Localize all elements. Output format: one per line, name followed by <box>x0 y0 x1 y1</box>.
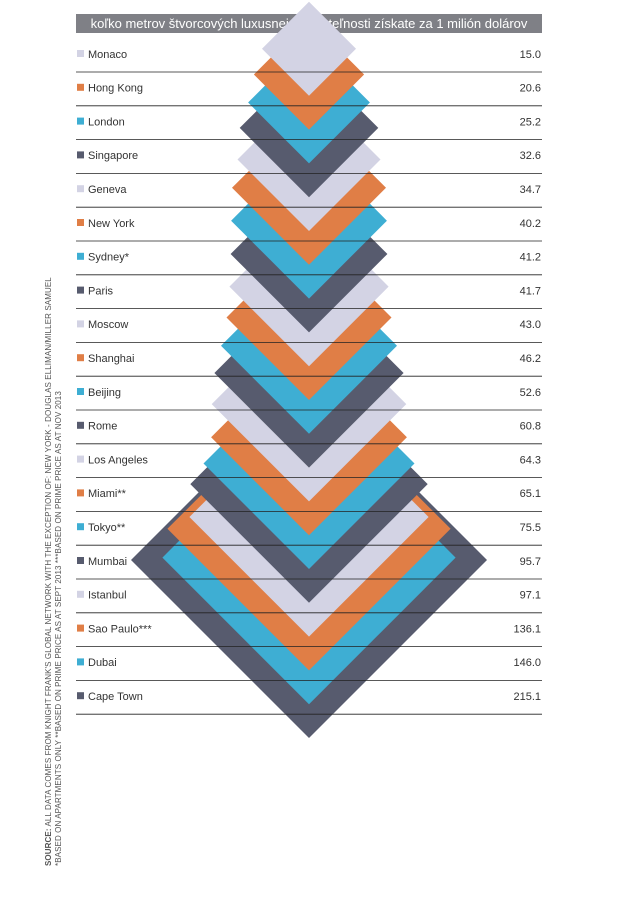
value-label: 97.1 <box>520 590 541 602</box>
table-row: London 25.2 <box>76 116 542 141</box>
value-label: 46.2 <box>520 353 541 365</box>
table-row: Shanghai 46.2 <box>76 353 542 377</box>
city-label: Miami** <box>88 488 127 500</box>
value-label: 95.7 <box>520 556 541 568</box>
city-label: Paris <box>88 285 114 297</box>
table-row: Singapore 32.6 <box>76 150 542 174</box>
table-row: Dubai 146.0 <box>76 657 542 681</box>
legend-swatch <box>77 185 84 193</box>
diamond-layer <box>131 1 487 738</box>
table-row: Miami** 65.1 <box>76 488 542 512</box>
value-label: 60.8 <box>520 421 541 433</box>
city-label: Tokyo** <box>88 522 126 534</box>
value-label: 43.0 <box>520 319 541 331</box>
city-label: Geneva <box>88 184 127 196</box>
city-label: Monaco <box>88 49 127 61</box>
value-label: 41.7 <box>520 285 541 297</box>
value-label: 52.6 <box>520 387 541 399</box>
city-label: Beijing <box>88 387 121 399</box>
table-row: Monaco 15.0 <box>76 49 542 73</box>
value-label: 40.2 <box>520 218 541 230</box>
city-label: Cape Town <box>88 691 143 703</box>
table-row: Sao Paulo*** 136.1 <box>76 623 542 647</box>
value-label: 41.2 <box>520 252 541 264</box>
table-row: New York 40.2 <box>76 218 542 242</box>
value-label: 34.7 <box>520 184 541 196</box>
value-label: 32.6 <box>520 150 541 162</box>
city-label: Moscow <box>88 319 128 331</box>
table-row: Los Angeles 64.3 <box>76 454 542 479</box>
city-label: Shanghai <box>88 353 135 365</box>
legend-swatch <box>77 151 84 159</box>
table-row: Moscow 43.0 <box>76 319 542 343</box>
legend-swatch <box>77 421 84 429</box>
value-label: 20.6 <box>520 83 541 95</box>
city-label: Dubai <box>88 657 117 669</box>
city-label: Hong Kong <box>88 83 143 95</box>
source-label: SOURCE: <box>44 828 53 866</box>
source-line-1: ALL DATA COMES FROM KNIGHT FRANK'S GLOBA… <box>44 277 53 829</box>
city-label: Mumbai <box>88 556 127 568</box>
legend-swatch <box>77 83 84 91</box>
legend-swatch <box>77 624 84 632</box>
legend-swatch <box>77 557 84 564</box>
row-layer: Monaco 15.0 Hong Kong 20.6 London 25.2 Singapo… <box>76 49 542 715</box>
table-row: Paris 41.7 <box>76 285 542 310</box>
city-label: London <box>88 116 125 128</box>
city-label: Rome <box>88 421 117 433</box>
source-note: SOURCE: ALL DATA COMES FROM KNIGHT FRANK… <box>44 277 64 866</box>
legend-swatch <box>77 117 84 125</box>
table-row: Geneva 34.7 <box>76 184 542 208</box>
source-line-2: *BASED ON APARTMENTS ONLY **BASED ON PRI… <box>54 391 63 866</box>
city-label: New York <box>88 218 135 230</box>
legend-swatch <box>77 489 84 497</box>
table-row: Hong Kong 20.6 <box>76 83 542 107</box>
legend-swatch <box>77 455 84 463</box>
table-row: Sydney* 41.2 <box>76 252 542 276</box>
legend-swatch <box>77 658 84 666</box>
value-label: 64.3 <box>520 454 541 466</box>
table-row: Rome 60.8 <box>76 421 542 445</box>
legend-swatch <box>77 286 84 294</box>
legend-swatch <box>77 320 84 328</box>
legend-swatch <box>77 692 84 700</box>
value-label: 136.1 <box>513 623 541 635</box>
value-label: 75.5 <box>520 522 541 534</box>
value-label: 215.1 <box>513 691 541 703</box>
legend-swatch <box>77 590 84 598</box>
value-label: 65.1 <box>520 488 541 500</box>
table-row: Mumbai 95.7 <box>76 556 542 580</box>
table-row: Beijing 52.6 <box>76 387 542 411</box>
legend-swatch <box>77 252 84 260</box>
value-label: 15.0 <box>520 49 541 61</box>
value-label: 25.2 <box>520 116 541 128</box>
legend-swatch <box>77 523 84 531</box>
table-row: Tokyo** 75.5 <box>76 522 542 546</box>
legend-swatch <box>77 354 84 362</box>
value-label: 146.0 <box>513 657 541 669</box>
legend-swatch <box>77 388 84 395</box>
table-row: Cape Town 215.1 <box>76 691 542 715</box>
city-label: Istanbul <box>88 590 127 602</box>
city-label: Los Angeles <box>88 454 148 466</box>
city-label: Singapore <box>88 150 138 162</box>
city-label: Sydney* <box>88 252 130 264</box>
legend-swatch <box>77 50 84 57</box>
legend-swatch <box>77 219 84 226</box>
table-row: Istanbul 97.1 <box>76 590 542 614</box>
city-label: Sao Paulo*** <box>88 623 152 635</box>
